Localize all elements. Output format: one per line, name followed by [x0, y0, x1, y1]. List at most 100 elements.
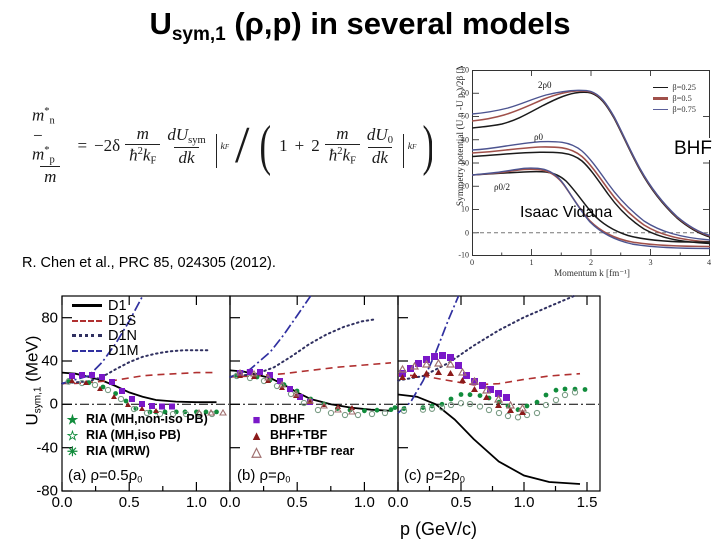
bottom-chart-xtick-b: 1.0 [353, 494, 375, 511]
equation-one: 1 [279, 136, 288, 155]
bottom-chart-xtick-b: 0.5 [286, 494, 308, 511]
equation-coefficient: −2δ [94, 136, 121, 155]
legend-swatch-line [653, 86, 669, 89]
bottom-chart-xtick-b: 0.0 [219, 494, 241, 511]
legend-label: RIA (MRW) [86, 444, 150, 458]
equation-frac-dusym-dk: dUsym dk [167, 124, 206, 167]
curve-annotation-2rho0: 2ρ0 [538, 80, 552, 90]
legend-item-d1s: D1S [72, 312, 139, 329]
legend-item-beta-025: β=0.25 [653, 82, 696, 93]
equation-two: 2 [311, 136, 320, 155]
legend-item-ria-mrw: ✳ RIA (MRW) [66, 443, 208, 459]
curve-annotation-rho0-half: ρ0/2 [494, 182, 510, 192]
evaluation-bar-2 [402, 134, 404, 168]
legend-item-beta-075: β=0.75 [653, 104, 696, 115]
star-filled-icon: ★ [66, 411, 79, 427]
title-rest: (ρ,p) in several models [225, 6, 571, 41]
legend-swatch-dotted [72, 334, 102, 337]
top-chart-ytick: 0 [465, 228, 469, 238]
legend-label: β=0.75 [672, 105, 696, 114]
legend-swatch-line [653, 108, 669, 111]
usym1-three-panel-figure: Usym,1 (MeV) [0, 286, 720, 540]
top-chart-ytick: 10 [461, 204, 469, 214]
bottom-chart-ytick: -40 [36, 439, 58, 457]
equation-open-paren: ( [259, 114, 271, 177]
evaluation-point-kf-1: kF [220, 140, 230, 152]
top-chart-plot-area: 70 60 50 40 30 20 10 0 -10 0 1 2 3 4 2ρ0… [458, 66, 711, 267]
bottom-chart-xtick-c: 0.0 [387, 494, 409, 511]
title-subscript: sym,1 [171, 24, 226, 46]
legend-label: β=0.5 [672, 94, 692, 103]
legend-item-d1n: D1N [72, 327, 139, 344]
legend-label: D1M [108, 342, 139, 359]
equation-lhs: m*n − m*p m [28, 106, 72, 186]
bottom-chart-ytick: 40 [41, 352, 58, 370]
equation-equals: = [77, 136, 88, 155]
triangle-outline-icon: △ [251, 443, 262, 459]
equation-plus: + [294, 136, 305, 155]
asterisk-icon: ✳ [67, 443, 78, 459]
legend-item-bhf-tbf-rear: △ BHF+TBF rear [250, 443, 355, 459]
equation-frac-m-hbar2kf-2: m ħ2kF [324, 125, 360, 167]
equation-frac-du0-dk: dU0 dk [366, 124, 393, 167]
bottom-chart-ytick: -80 [36, 482, 58, 500]
bottom-chart-xtick-c: 1.5 [576, 494, 598, 511]
bottom-chart-xtick-a: 1.0 [185, 494, 207, 511]
bottom-chart-ytick: 0 [49, 395, 58, 413]
legend-swatch-solid [72, 304, 102, 307]
square-filled-icon: ■ [252, 411, 261, 427]
reference-citation: R. Chen et al., PRC 85, 024305 (2012). [22, 255, 276, 271]
panel-label-a: (a) ρ=0.5ρ0 [68, 467, 143, 485]
legend-swatch-dashed [72, 319, 102, 322]
top-chart-legend: β=0.25 β=0.5 β=0.75 [653, 82, 696, 115]
legend-label: RIA (MH,non-iso PB) [86, 412, 208, 426]
curve-annotation-rho0: ρ0 [534, 132, 543, 142]
top-chart-xlabel: Momentum k [fm⁻¹] [554, 268, 630, 278]
equation-frac-m-hbar2kf-1: m ħ2kF [125, 125, 161, 167]
bottom-chart-svg [61, 295, 601, 492]
bottom-chart-line-legend: D1 D1S D1N D1M [72, 297, 139, 359]
legend-item-bhf-tbf: ▲ BHF+TBF [250, 427, 354, 443]
evaluation-point-kf-2: kF [407, 140, 417, 152]
title-symbol: U [149, 6, 172, 41]
top-chart-xtick: 1 [529, 258, 534, 267]
top-chart-ytick: 50 [461, 111, 469, 121]
legend-item-dbhf: ■ DBHF [250, 411, 354, 427]
author-annotation: Isaac Vidana [520, 204, 613, 221]
legend-label: D1N [108, 327, 138, 344]
legend-label: BHF+TBF rear [270, 444, 355, 458]
legend-label: D1 [108, 297, 127, 314]
top-chart-ytick: -10 [458, 250, 469, 260]
bottom-chart-symbol-legend-right: ■ DBHF ▲ BHF+TBF △ BHF+TBF rear [250, 411, 354, 459]
bottom-chart-xtick-c: 0.5 [450, 494, 472, 511]
legend-label: D1S [108, 312, 137, 329]
evaluation-bar-1 [215, 134, 217, 168]
bottom-chart-symbol-legend-left: ★ RIA (MH,non-iso PB) ☆ RIA (MH,iso PB) … [66, 411, 208, 459]
bhf-annotation: BHF [672, 138, 714, 160]
legend-item-ria-iso: ☆ RIA (MH,iso PB) [66, 427, 208, 443]
top-chart-ytick: 30 [461, 158, 469, 168]
top-chart-xtick: 2 [588, 258, 594, 267]
top-chart-xtick: 3 [648, 258, 653, 267]
top-chart-xtick: 0 [469, 258, 475, 267]
equation-close-paren: ) [422, 114, 435, 177]
legend-swatch-dashdot [72, 349, 102, 352]
equation-division-slash: / [235, 117, 250, 175]
top-chart-ytick: 60 [461, 88, 469, 98]
effective-mass-equation: m*n − m*p m = −2δ m ħ2kF dUsym dk kF / (… [28, 100, 438, 192]
legend-item-beta-05: β=0.5 [653, 93, 696, 104]
legend-label: BHF+TBF [270, 428, 328, 442]
triangle-filled-icon: ▲ [250, 427, 263, 443]
legend-item-ria-noniso: ★ RIA (MH,non-iso PB) [66, 411, 208, 427]
legend-item-d1: D1 [72, 297, 139, 314]
bottom-chart-xtick-a: 0.5 [118, 494, 140, 511]
legend-label: RIA (MH,iso PB) [86, 428, 181, 442]
top-chart-ytick: 70 [461, 66, 469, 75]
legend-swatch-line [653, 97, 669, 100]
panel-label-b: (b) ρ=ρ0 [237, 467, 291, 485]
top-chart-ytick: 20 [461, 181, 469, 191]
bottom-chart-xlabel: p (GeV/c) [400, 519, 478, 539]
bottom-chart-xtick-c: 1.0 [513, 494, 535, 511]
legend-label: DBHF [270, 412, 305, 426]
symmetry-potential-figure: Symmetry potential (U n -U p )/2β [MeV] [432, 66, 720, 278]
